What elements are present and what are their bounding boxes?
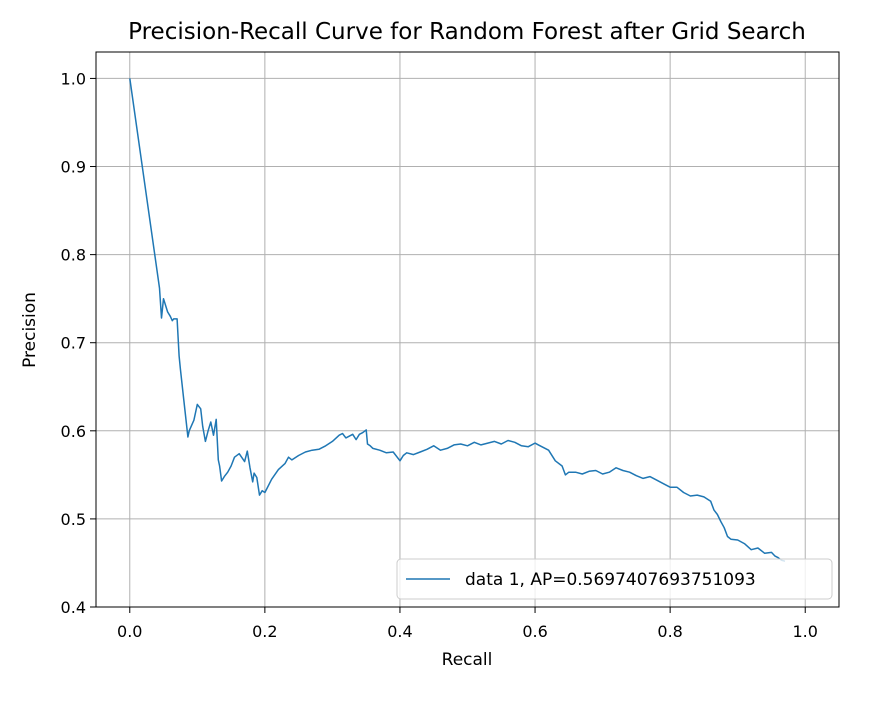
x-tick-label: 0.8	[657, 622, 682, 641]
y-tick-label: 0.7	[61, 334, 86, 353]
series-layer	[129, 78, 786, 562]
grid	[96, 52, 839, 608]
y-tick-label: 0.9	[61, 158, 86, 177]
y-axis-title: Precision	[20, 292, 40, 368]
legend-label: data 1, AP=0.5697407693751093	[465, 570, 756, 590]
y-tick-label: 0.6	[61, 422, 86, 441]
y-tick-label: 1.0	[61, 69, 86, 88]
y-tick-label: 0.8	[61, 246, 86, 265]
x-tick-label: 0.6	[522, 622, 547, 641]
x-axis-title: Recall	[442, 650, 493, 670]
legend: data 1, AP=0.5697407693751093	[396, 558, 833, 600]
x-tick-label: 0.4	[387, 622, 412, 641]
y-tick-label: 0.5	[61, 510, 86, 529]
x-tick-label: 1.0	[793, 622, 818, 641]
x-tick-label: 0.2	[252, 622, 277, 641]
y-tick-label: 0.4	[61, 598, 86, 617]
plot-frame	[95, 51, 840, 608]
chart-title: Precision-Recall Curve for Random Forest…	[128, 19, 806, 45]
x-tick-label: 0.0	[117, 622, 142, 641]
legend-box	[396, 558, 833, 600]
axis-ticks: 0.0 0.2 0.4 0.6 0.8 1.0 0.4 0.5 0.6 0.7 0.8 0.9 1.0	[61, 69, 818, 641]
series-line	[129, 78, 786, 562]
